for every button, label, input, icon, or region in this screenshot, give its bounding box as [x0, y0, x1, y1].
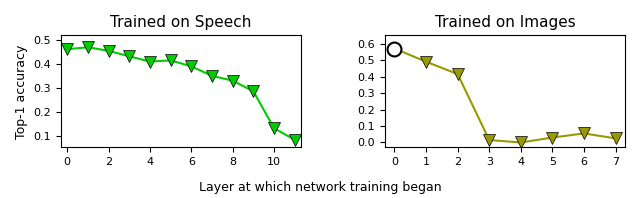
Title: Trained on Speech: Trained on Speech — [110, 15, 252, 30]
Text: Layer at which network training began: Layer at which network training began — [198, 181, 442, 194]
Y-axis label: Top-1 accuracy: Top-1 accuracy — [15, 44, 28, 139]
Title: Trained on Images: Trained on Images — [435, 15, 575, 30]
